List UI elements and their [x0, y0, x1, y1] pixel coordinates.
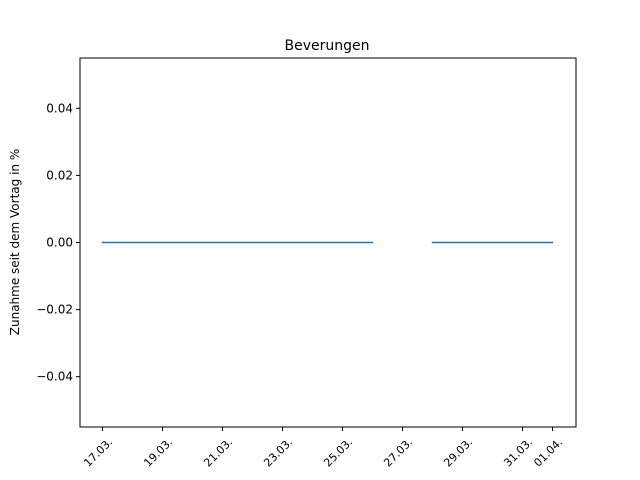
x-tick-label: 21.03.: [201, 436, 235, 470]
y-axis-label: Zunahme seit dem Vortag in %: [8, 149, 22, 335]
y-tick-label: −0.02: [36, 303, 73, 317]
y-tick-label: 0.04: [46, 101, 73, 115]
x-tick-label: 17.03.: [81, 436, 115, 470]
y-tick-label: 0.02: [46, 168, 73, 182]
y-tick-label: −0.04: [36, 370, 73, 384]
y-tick-label: 0.00: [46, 236, 73, 250]
plot-frame: [79, 57, 577, 428]
x-tick-label: 01.04.: [531, 436, 565, 470]
x-ticks: 17.03. 19.03. 21.03. 23.03. 25.03. 27.03. 29.0…: [81, 427, 565, 470]
x-tick-label: 27.03.: [381, 436, 415, 470]
x-tick-label: 31.03.: [501, 436, 535, 470]
x-tick-label: 19.03.: [141, 436, 175, 470]
y-ticks: 0.04 0.02 0.00 −0.02 −0.04: [36, 101, 80, 384]
x-tick-label: 25.03.: [321, 436, 355, 470]
x-tick-label: 29.03.: [441, 436, 475, 470]
x-tick-label: 23.03.: [261, 436, 295, 470]
chart-title: Beverungen: [285, 38, 370, 54]
